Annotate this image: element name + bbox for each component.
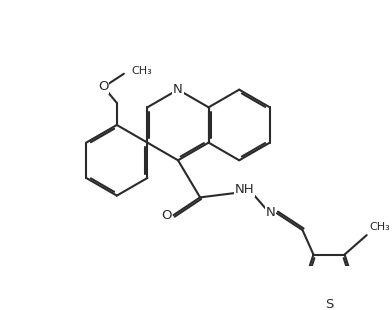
Text: N: N [266,206,276,219]
Text: O: O [98,81,109,94]
Text: S: S [325,298,333,310]
Text: NH: NH [234,183,254,196]
Text: CH₃: CH₃ [369,223,390,232]
Text: N: N [173,83,183,96]
Text: CH₃: CH₃ [132,66,152,76]
Text: O: O [161,210,172,223]
